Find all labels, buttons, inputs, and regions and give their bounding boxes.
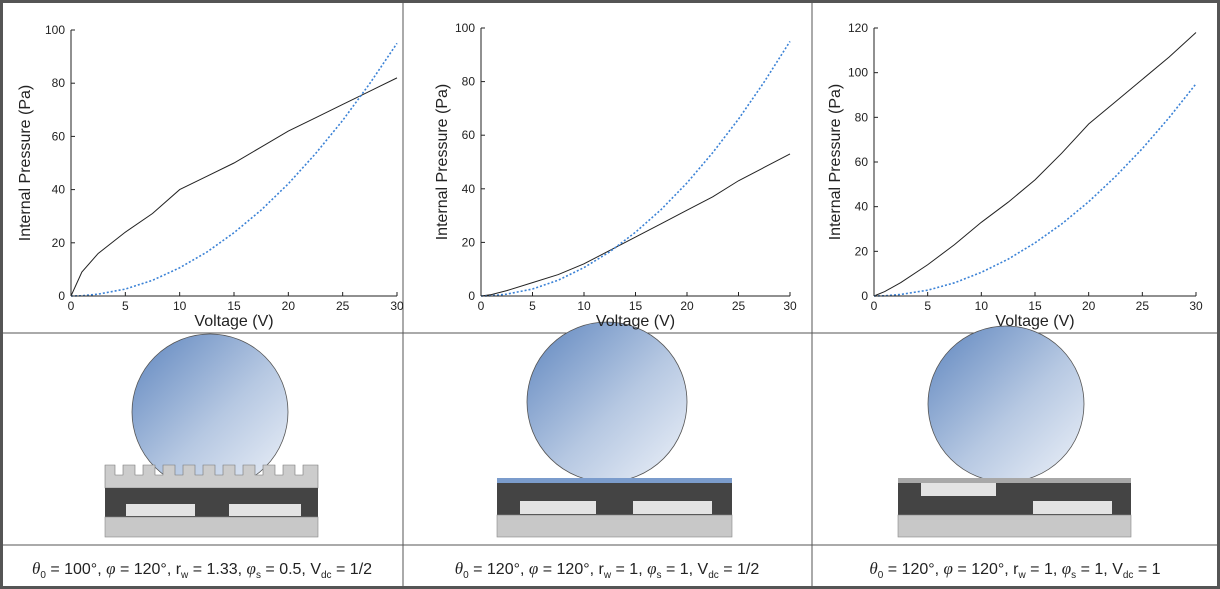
caption-part: φ — [944, 559, 953, 578]
x-tick-label: 10 — [975, 299, 989, 313]
caption: θ0 = 120°, φ = 120°, rw = 1, φs = 1, Vdc… — [869, 559, 1160, 581]
x-axis-label: Voltage (V) — [194, 313, 273, 330]
y-tick-label: 80 — [855, 110, 869, 124]
data-line — [873, 32, 1197, 297]
y-tick-label: 0 — [468, 289, 475, 303]
x-tick-label: 25 — [1136, 299, 1150, 313]
caption-part: θ — [455, 559, 463, 578]
caption-part: w — [603, 570, 612, 581]
x-tick-label: 0 — [68, 299, 75, 313]
x-tick-label: 25 — [732, 299, 746, 313]
y-tick-label: 20 — [855, 244, 869, 258]
x-tick-label: 15 — [1028, 299, 1042, 313]
y-tick-label: 60 — [462, 128, 476, 142]
data-line — [480, 40, 791, 297]
x-tick-label: 30 — [1189, 299, 1203, 313]
caption-part: = 1/2 — [719, 561, 760, 578]
x-axis-label: Voltage (V) — [596, 313, 675, 330]
caption-part: = 0.5, V — [261, 561, 321, 578]
data-line — [480, 153, 791, 297]
x-tick-label: 20 — [1082, 299, 1096, 313]
y-tick-label: 100 — [848, 66, 868, 80]
caption-part: 0 — [40, 570, 46, 581]
caption-part: s — [1071, 570, 1076, 581]
caption-part: dc — [1123, 570, 1134, 581]
caption-part: = 1/2 — [332, 561, 373, 578]
diagram — [897, 325, 1132, 538]
caption-part: s — [657, 570, 662, 581]
caption-part: w — [1018, 570, 1027, 581]
caption-part: 0 — [463, 570, 469, 581]
caption: θ0 = 100°, φ = 120°, rw = 1.33, φs = 0.5… — [32, 559, 372, 581]
data-line — [70, 77, 398, 297]
caption-part: = 1, V — [662, 561, 709, 578]
x-axis-label: Voltage (V) — [995, 313, 1074, 330]
caption-part: φ — [247, 559, 256, 578]
y-tick-label: 80 — [52, 76, 66, 90]
y-tick-label: 60 — [52, 129, 66, 143]
caption-part: = 120°, — [883, 561, 943, 578]
x-tick-label: 5 — [924, 299, 931, 313]
y-tick-label: 40 — [462, 182, 476, 196]
diagram — [104, 333, 319, 538]
y-axis-label: Internal Pressure (Pa) — [827, 84, 844, 241]
y-axis-label: Internal Pressure (Pa) — [17, 85, 34, 242]
caption-part: φ — [106, 559, 115, 578]
x-tick-label: 0 — [478, 299, 485, 313]
y-tick-label: 100 — [45, 23, 65, 37]
caption-part: 0 — [878, 570, 884, 581]
y-tick-label: 0 — [861, 289, 868, 303]
x-tick-label: 5 — [529, 299, 536, 313]
diagram — [496, 321, 733, 538]
caption-part: φ — [1062, 559, 1071, 578]
caption-part: φ — [647, 559, 656, 578]
caption-part: = 100°, — [46, 561, 106, 578]
x-tick-label: 5 — [122, 299, 129, 313]
x-tick-label: 30 — [390, 299, 404, 313]
caption: θ0 = 120°, φ = 120°, rw = 1, φs = 1, Vdc… — [455, 559, 760, 581]
y-axis-label: Internal Pressure (Pa) — [434, 84, 451, 241]
caption-part: s — [256, 570, 261, 581]
caption-part: = 1, — [611, 561, 647, 578]
y-tick-label: 60 — [855, 155, 869, 169]
x-tick-label: 25 — [336, 299, 350, 313]
y-tick-label: 80 — [462, 75, 476, 89]
data-line — [873, 83, 1197, 297]
y-tick-label: 20 — [462, 235, 476, 249]
y-tick-label: 40 — [855, 200, 869, 214]
x-tick-label: 15 — [629, 299, 643, 313]
caption-part: θ — [869, 559, 877, 578]
caption-part: dc — [708, 570, 719, 581]
y-tick-label: 0 — [58, 289, 65, 303]
y-tick-label: 20 — [52, 236, 66, 250]
y-tick-label: 40 — [52, 183, 66, 197]
caption-part: = 1.33, — [188, 561, 246, 578]
caption-part: w — [180, 570, 189, 581]
caption-part: dc — [321, 570, 332, 581]
x-tick-label: 20 — [282, 299, 296, 313]
caption-part: = 1 — [1133, 561, 1160, 578]
x-tick-label: 0 — [871, 299, 878, 313]
caption-part: = 120°, r — [538, 561, 604, 578]
data-line — [70, 42, 398, 297]
x-tick-label: 20 — [680, 299, 694, 313]
caption-part: = 120°, — [469, 561, 529, 578]
caption-part: = 1, V — [1076, 561, 1123, 578]
x-tick-label: 30 — [783, 299, 797, 313]
x-tick-label: 15 — [227, 299, 241, 313]
caption-part: θ — [32, 559, 40, 578]
y-tick-label: 100 — [455, 21, 475, 35]
caption-part: = 1, — [1026, 561, 1062, 578]
y-tick-label: 120 — [848, 21, 868, 35]
x-tick-label: 10 — [577, 299, 591, 313]
caption-part: = 120°, r — [116, 561, 182, 578]
caption-part: φ — [529, 559, 538, 578]
x-tick-label: 10 — [173, 299, 187, 313]
caption-part: = 120°, r — [953, 561, 1019, 578]
